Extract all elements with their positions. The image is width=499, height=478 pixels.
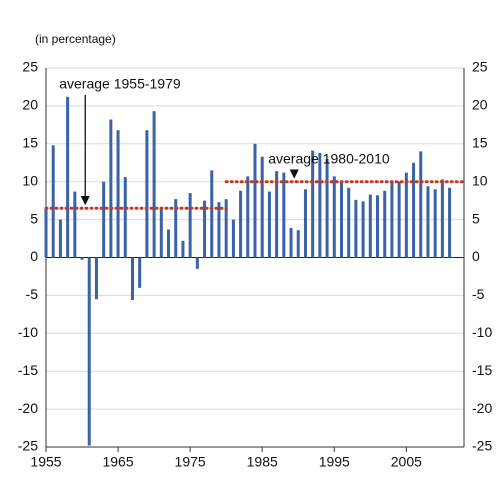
y-tick-label: -15 — [18, 362, 38, 378]
subtitle: (in percentage) — [35, 32, 116, 46]
bar — [383, 190, 387, 258]
x-tick-label: 2005 — [391, 454, 422, 470]
bar — [174, 199, 178, 258]
bar — [224, 199, 228, 258]
y-tick-label: 10 — [22, 172, 38, 188]
y-tick-label: 0 — [30, 248, 38, 264]
bar — [267, 191, 271, 258]
bar — [260, 156, 264, 258]
bar — [419, 151, 423, 258]
bar — [282, 172, 286, 258]
y2-tick-label: -25 — [472, 438, 492, 454]
bar — [239, 190, 243, 258]
bar — [325, 158, 329, 258]
bar — [368, 194, 372, 258]
bar — [390, 182, 394, 258]
y-tick-label: -25 — [18, 438, 38, 454]
x-tick-label: 1975 — [175, 454, 206, 470]
bar — [332, 176, 336, 258]
y-tick-label: -5 — [26, 286, 39, 302]
bar — [339, 181, 343, 258]
bar — [246, 176, 250, 258]
bar — [448, 187, 452, 258]
bar — [188, 193, 192, 258]
bar — [289, 227, 293, 258]
y2-tick-label: -15 — [472, 362, 492, 378]
bar — [66, 96, 70, 258]
bar — [361, 201, 365, 258]
bar — [123, 177, 127, 258]
y2-tick-label: 10 — [472, 172, 488, 188]
bar — [347, 187, 351, 258]
y2-tick-label: -10 — [472, 324, 492, 340]
bar — [130, 257, 134, 300]
bar — [58, 219, 62, 258]
bar — [311, 150, 315, 258]
bar — [152, 111, 156, 258]
bar — [440, 179, 444, 258]
bar — [275, 171, 279, 258]
y2-tick-label: 5 — [472, 210, 480, 226]
bar — [109, 119, 113, 258]
bar — [412, 162, 416, 258]
bar — [426, 186, 430, 258]
x-tick-label: 1955 — [30, 454, 61, 470]
bar — [354, 199, 358, 258]
annotation: average 1980-2010 — [268, 151, 390, 167]
bar — [217, 202, 221, 258]
bar — [203, 200, 207, 258]
bar — [94, 257, 98, 300]
bar — [231, 219, 235, 258]
bar — [87, 257, 91, 446]
y2-tick-label: -5 — [472, 286, 485, 302]
bar — [116, 130, 120, 258]
bar — [376, 195, 380, 258]
x-tick-label: 1995 — [319, 454, 350, 470]
y-tick-label: 25 — [22, 59, 38, 75]
bar — [167, 229, 171, 258]
bar — [296, 230, 300, 258]
bar — [51, 145, 55, 258]
y-tick-label: 20 — [22, 97, 38, 113]
bar — [73, 191, 77, 258]
y-tick-label: -20 — [18, 400, 38, 416]
bar — [195, 257, 199, 269]
bar — [318, 152, 322, 258]
y2-tick-label: -20 — [472, 400, 492, 416]
bar — [397, 181, 401, 258]
bar — [404, 172, 408, 258]
bar — [253, 143, 257, 258]
y-tick-label: 5 — [30, 210, 38, 226]
y2-tick-label: 20 — [472, 97, 488, 113]
bar — [433, 189, 437, 258]
y2-tick-label: 15 — [472, 135, 488, 151]
bar — [210, 170, 214, 258]
y2-tick-label: 0 — [472, 248, 480, 264]
x-tick-label: 1985 — [247, 454, 278, 470]
x-tick-label: 1965 — [102, 454, 133, 470]
bar — [181, 240, 185, 258]
bar — [102, 181, 106, 258]
bar — [145, 130, 149, 258]
bar — [138, 257, 142, 288]
y-tick-label: -10 — [18, 324, 38, 340]
annotation: average 1955-1979 — [59, 76, 181, 92]
bar — [80, 257, 84, 260]
bar — [159, 208, 163, 258]
bar — [44, 208, 48, 258]
y2-tick-label: 25 — [472, 59, 488, 75]
bar — [303, 189, 307, 258]
y-tick-label: 15 — [22, 135, 38, 151]
